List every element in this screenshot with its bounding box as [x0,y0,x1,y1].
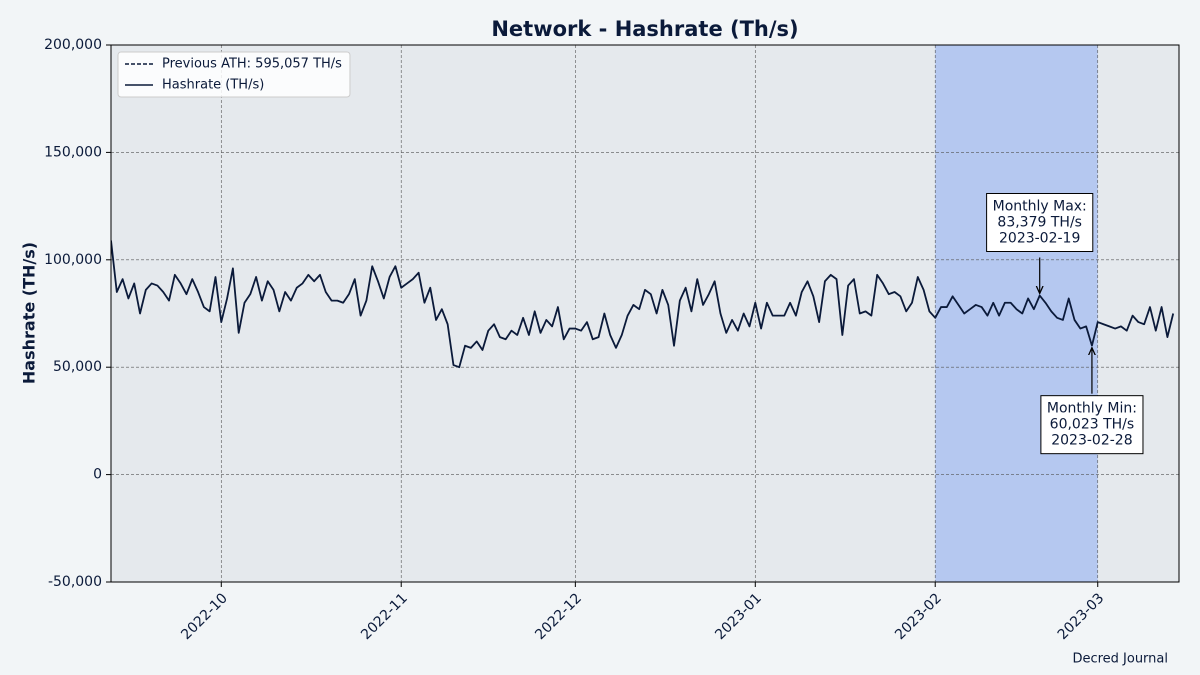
x-tick-label: 2022-10 [178,590,231,643]
chart-title: Network - Hashrate (Th/s) [491,17,798,41]
x-tick-label: 2022-12 [532,590,585,643]
y-tick-label: -50,000 [48,574,102,590]
annotation-box [1040,395,1144,455]
footer: Decred Journal [1072,652,1168,667]
annotation-text: 2023-02-28 [1051,433,1132,449]
x-tick-label: 2023-03 [1055,590,1108,643]
y-tick-label: 0 [93,467,102,483]
legend-label: Hashrate (TH/s) [162,78,264,93]
highlight-span [935,45,1098,582]
y-tick-label: 150,000 [44,144,102,160]
y-tick-label: 50,000 [53,359,102,375]
y-axis-label: Hashrate (TH/s) [20,242,39,384]
annotation-text: Monthly Max: [993,199,1087,215]
series-line [111,240,1175,369]
y-tick-label: 100,000 [44,252,102,268]
x-tick-label: 2023-01 [712,590,765,643]
plot-frame [110,44,1180,583]
y-tick-label: 200,000 [44,37,102,53]
plot-content [111,240,1175,369]
annotation-text: 60,023 TH/s [1050,417,1135,433]
x-tick-label: 2022-11 [358,590,411,643]
legend-label: Previous ATH: 595,057 TH/s [162,57,342,72]
legend-box [117,51,351,98]
annotation-text: 2023-02-19 [999,231,1080,247]
annotation-box [986,193,1094,253]
annotation-text: 83,379 TH/s [997,215,1082,231]
x-tick-label: 2023-02 [892,590,945,643]
legend: Previous ATH: 595,057 TH/s Hashrate (TH/s… [117,51,351,98]
annotation-text: Monthly Min: [1047,401,1137,417]
